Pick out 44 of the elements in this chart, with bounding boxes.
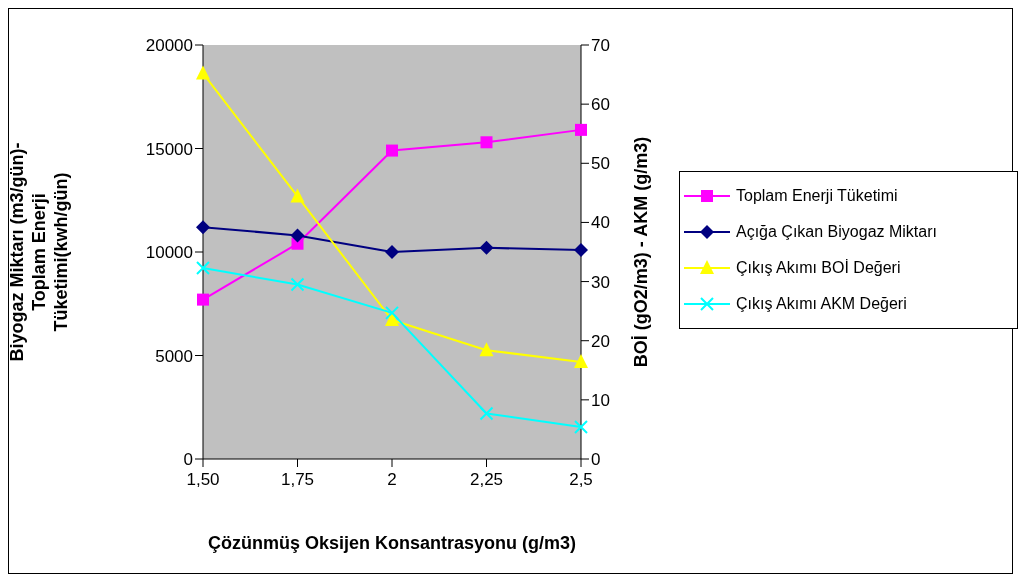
legend-label: Toplam Enerji Tüketimi [736,187,898,205]
point [290,188,305,203]
point [480,136,493,149]
y2-tick-label: 20 [591,331,610,351]
point [575,123,587,136]
legend-label: Çıkış Akımı AKM Değeri [736,295,907,313]
point [386,144,398,157]
point [385,245,399,259]
point [197,293,209,306]
y-tick-label: 10000 [145,243,193,263]
y2-tick-label: 70 [591,36,610,56]
y2-tick-label: 10 [591,390,610,410]
x-tick-label: 2 [387,470,397,490]
legend-label: Çıkış Akımı BOİ Değeri [736,259,901,277]
y-tick-label: 0 [183,450,193,470]
point [574,242,588,257]
y2-axis-title: BOİ (gO2/m3) - AKM (g/m3) [631,136,651,368]
y-axis-title: Biyogaz Miktarı (m3/gün)- Toplam Enerji Tüketimi(kwh/gün) [7,142,71,362]
point [290,228,305,243]
point [196,260,210,275]
point [196,220,210,235]
point [574,420,588,435]
y2-tick-label: 50 [591,154,610,174]
x-tick-label: 1,50 [186,470,220,490]
x-axis-title: Çözünmüş Oksijen Konsantrasyonu (g/m3) [207,533,577,553]
point [290,277,305,292]
x-tick-label: 2,25 [469,470,504,490]
y-tick-label: 15000 [145,139,193,159]
point [479,342,494,357]
y2-tick-label: 60 [591,95,610,115]
y-tick-label: 5000 [155,346,193,366]
point [385,305,399,320]
y2-tick-label: 30 [591,272,610,292]
point [479,406,494,421]
x-tick-label: 2,5 [569,470,593,490]
point [196,65,210,80]
y2-tick-label: 40 [591,213,610,233]
point [574,354,588,369]
y2-tick-label: 0 [591,450,601,470]
legend-label: Açığa Çıkan Biyogaz Miktarı [736,223,937,241]
point [479,240,494,255]
point [385,312,399,327]
y-tick-label: 20000 [145,36,193,56]
x-tick-label: 1,75 [280,470,315,490]
